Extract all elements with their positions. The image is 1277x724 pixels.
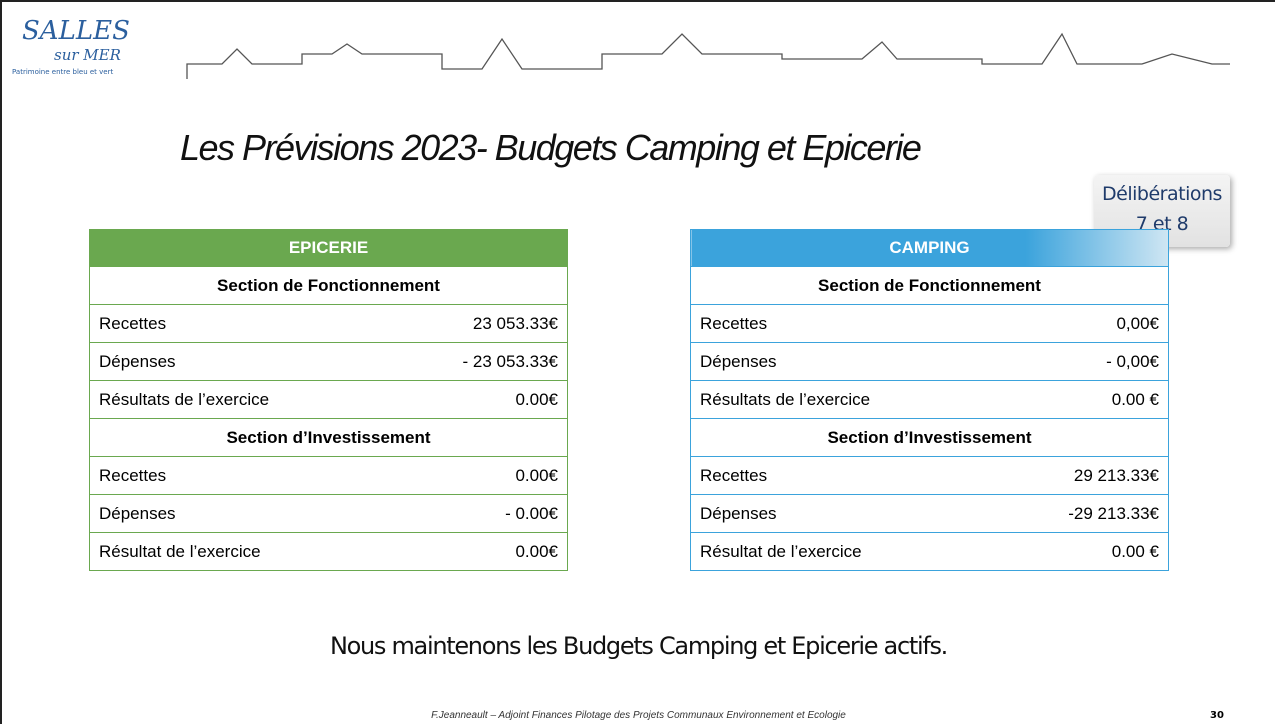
section-heading: Section de Fonctionnement [89, 266, 568, 305]
budget-table: EPICERIE Section de Fonctionnement Recette… [89, 229, 568, 571]
row-label: Résultat de l’exercice [89, 532, 388, 571]
page-number: 30 [1210, 710, 1224, 721]
row-value: - 23 053.33€ [387, 342, 568, 381]
data-row: Résultat de l’exercice 0.00€ [89, 532, 568, 571]
table-header: EPICERIE [89, 229, 568, 267]
data-row: Résultat de l’exercice 0.00 € [690, 532, 1169, 571]
row-label: Dépenses [89, 342, 388, 381]
section-heading: Section d’Investissement [89, 418, 568, 457]
data-row: Recettes 23 053.33€ [89, 304, 568, 343]
row-label: Résultat de l’exercice [690, 532, 994, 571]
data-row: Résultats de l’exercice 0.00€ [89, 380, 568, 419]
row-value: 0,00€ [993, 304, 1169, 343]
data-row: Dépenses - 0,00€ [690, 342, 1169, 381]
row-label: Recettes [89, 304, 388, 343]
data-row: Recettes 0.00€ [89, 456, 568, 495]
row-value: 0.00€ [387, 456, 568, 495]
row-value: 0.00€ [387, 380, 568, 419]
row-label: Résultats de l’exercice [690, 380, 994, 419]
row-value: -29 213.33€ [993, 494, 1169, 533]
table-title: CAMPING [690, 229, 1169, 267]
data-row: Recettes 0,00€ [690, 304, 1169, 343]
section-row: Section de Fonctionnement [89, 266, 568, 305]
data-row: Résultats de l’exercice 0.00 € [690, 380, 1169, 419]
table-header: CAMPING [690, 229, 1169, 267]
row-value: - 0.00€ [387, 494, 568, 533]
row-value: 29 213.33€ [993, 456, 1169, 495]
budget-table: CAMPING Section de Fonctionnement Recettes… [690, 229, 1169, 571]
row-value: - 0,00€ [993, 342, 1169, 381]
badge-line: Délibérations [1102, 183, 1222, 205]
data-row: Dépenses - 0.00€ [89, 494, 568, 533]
section-row: Section d’Investissement [690, 418, 1169, 457]
row-value: 0.00€ [387, 532, 568, 571]
skyline [186, 32, 1230, 79]
section-heading: Section d’Investissement [690, 418, 1169, 457]
row-label: Dépenses [89, 494, 388, 533]
slide-title: Les Prévisions 2023- Budgets Camping et … [180, 127, 922, 168]
row-label: Recettes [690, 456, 994, 495]
logo-name: SALLES [22, 16, 130, 46]
data-row: Dépenses - 23 053.33€ [89, 342, 568, 381]
row-label: Dépenses [690, 342, 994, 381]
table-title: EPICERIE [89, 229, 568, 267]
row-label: Recettes [89, 456, 388, 495]
row-value: 0.00 € [993, 380, 1169, 419]
row-label: Dépenses [690, 494, 994, 533]
row-label: Résultats de l’exercice [89, 380, 388, 419]
section-row: Section de Fonctionnement [690, 266, 1169, 305]
row-value: 23 053.33€ [387, 304, 568, 343]
footer: F.Jeanneault – Adjoint Finances Pilotage… [431, 710, 846, 721]
section-row: Section d’Investissement [89, 418, 568, 457]
message: Nous maintenons les Budgets Camping et E… [329, 632, 948, 660]
row-value: 0.00 € [993, 532, 1169, 571]
section-heading: Section de Fonctionnement [690, 266, 1169, 305]
logo-sub: sur MER [54, 46, 121, 64]
data-row: Recettes 29 213.33€ [690, 456, 1169, 495]
row-label: Recettes [690, 304, 994, 343]
logo-tagline: Patrimoine entre bleu et vert [12, 68, 114, 76]
data-row: Dépenses -29 213.33€ [690, 494, 1169, 533]
